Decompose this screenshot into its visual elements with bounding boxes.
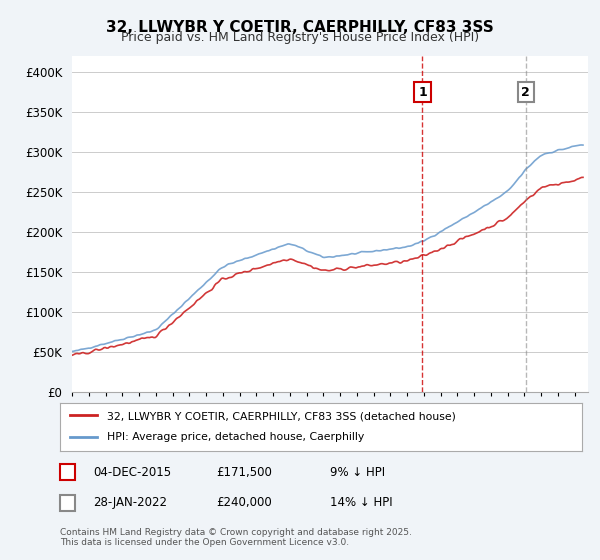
Text: 9% ↓ HPI: 9% ↓ HPI bbox=[330, 465, 385, 479]
Text: 1: 1 bbox=[418, 86, 427, 99]
Text: Contains HM Land Registry data © Crown copyright and database right 2025.
This d: Contains HM Land Registry data © Crown c… bbox=[60, 528, 412, 547]
Text: £171,500: £171,500 bbox=[216, 465, 272, 479]
Text: Price paid vs. HM Land Registry's House Price Index (HPI): Price paid vs. HM Land Registry's House … bbox=[121, 31, 479, 44]
Text: £240,000: £240,000 bbox=[216, 496, 272, 510]
Text: 04-DEC-2015: 04-DEC-2015 bbox=[93, 465, 171, 479]
Text: 32, LLWYBR Y COETIR, CAERPHILLY, CF83 3SS: 32, LLWYBR Y COETIR, CAERPHILLY, CF83 3S… bbox=[106, 20, 494, 35]
Text: 28-JAN-2022: 28-JAN-2022 bbox=[93, 496, 167, 510]
Text: HPI: Average price, detached house, Caerphilly: HPI: Average price, detached house, Caer… bbox=[107, 432, 364, 442]
Text: 14% ↓ HPI: 14% ↓ HPI bbox=[330, 496, 392, 510]
Text: 1: 1 bbox=[64, 467, 71, 477]
Text: 32, LLWYBR Y COETIR, CAERPHILLY, CF83 3SS (detached house): 32, LLWYBR Y COETIR, CAERPHILLY, CF83 3S… bbox=[107, 411, 456, 421]
Text: 2: 2 bbox=[521, 86, 530, 99]
Text: 2: 2 bbox=[64, 498, 71, 508]
